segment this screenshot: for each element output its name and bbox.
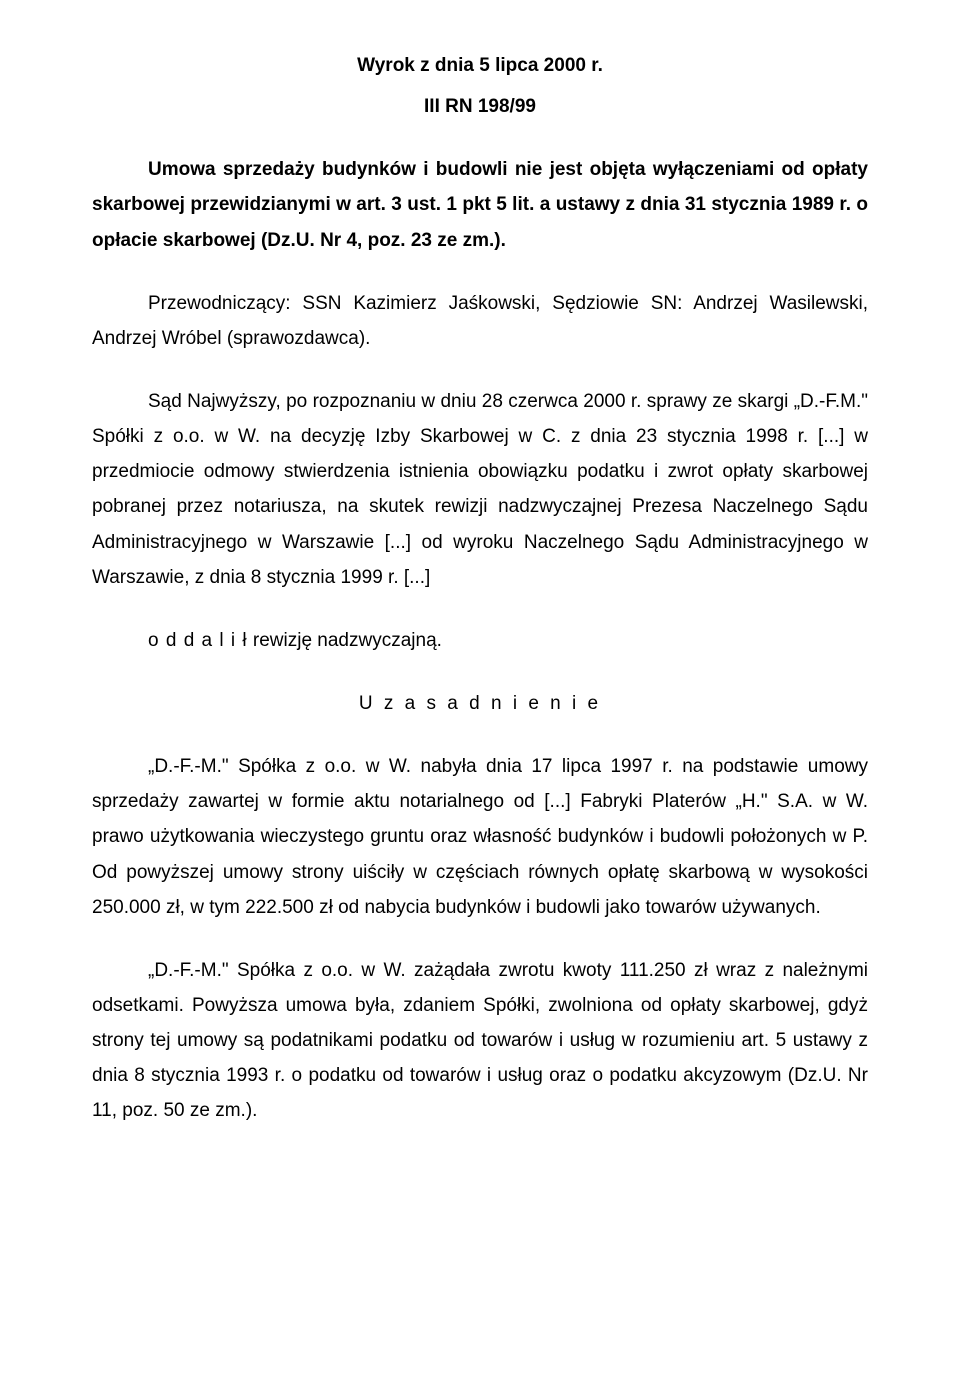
ruling-rest: rewizję nadzwyczajną.: [248, 630, 442, 651]
reasoning-heading: U z a s a d n i e n i e: [92, 686, 868, 721]
case-number: III RN 198/99: [92, 89, 868, 124]
headnote-summary: Umowa sprzedaży budynków i budowli nie j…: [92, 152, 868, 257]
judges-panel: Przewodniczący: SSN Kazimierz Jaśkowski,…: [92, 286, 868, 356]
body-paragraph-1: Sąd Najwyższy, po rozpoznaniu w dniu 28 …: [92, 384, 868, 595]
reasoning-paragraph-1: „D.-F.-M." Spółka z o.o. w W. nabyła dni…: [92, 749, 868, 925]
ruling-verb: o d d a l i ł: [148, 630, 248, 651]
reasoning-paragraph-2: „D.-F.-M." Spółka z o.o. w W. zażądała z…: [92, 953, 868, 1129]
document-page: Wyrok z dnia 5 lipca 2000 r. III RN 198/…: [0, 0, 960, 1177]
ruling-line: o d d a l i ł rewizję nadzwyczajną.: [92, 623, 868, 658]
judgment-title: Wyrok z dnia 5 lipca 2000 r.: [92, 48, 868, 83]
reasoning-heading-text: U z a s a d n i e n i e: [359, 693, 601, 714]
